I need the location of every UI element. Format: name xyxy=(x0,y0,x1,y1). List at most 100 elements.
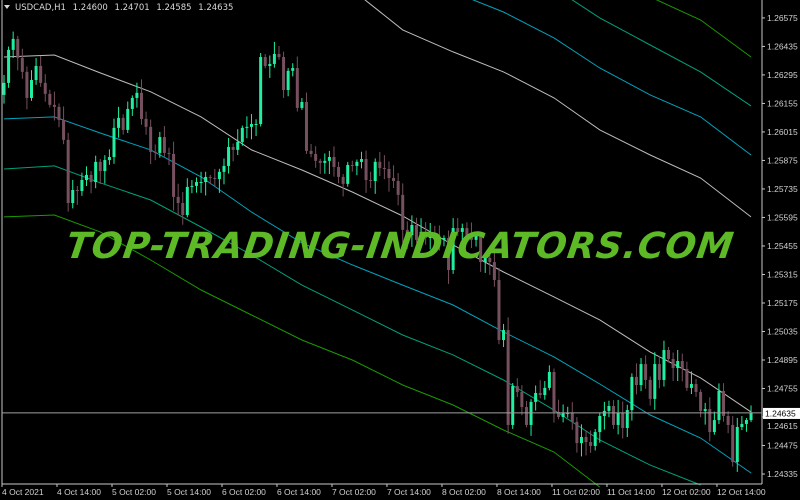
candle-body-bear xyxy=(378,161,382,168)
candle xyxy=(208,174,212,185)
candle-body-bull xyxy=(259,57,263,125)
candle xyxy=(295,56,299,112)
candle-body-bull xyxy=(245,126,249,128)
candle xyxy=(240,125,244,146)
candle-body-bull xyxy=(2,82,6,95)
candle xyxy=(616,399,620,435)
candle xyxy=(121,114,125,135)
candle xyxy=(557,399,561,420)
candle-body-bear xyxy=(52,104,56,107)
candle-body-bull xyxy=(547,372,551,388)
candle xyxy=(469,222,473,249)
candle xyxy=(332,146,336,177)
candle xyxy=(304,92,308,154)
candle-body-bear xyxy=(552,372,556,412)
candle xyxy=(547,365,551,391)
candle xyxy=(259,52,263,127)
candle xyxy=(396,173,400,206)
candle-body-bear xyxy=(506,330,510,425)
candle xyxy=(570,402,574,430)
candle-body-bear xyxy=(671,358,675,368)
candle-body-bull xyxy=(240,127,244,142)
candle xyxy=(112,118,116,164)
candle-body-bull xyxy=(249,124,253,127)
candle-body-bear xyxy=(456,228,460,232)
candle-body-bull xyxy=(80,179,84,191)
candle-body-bear xyxy=(694,384,698,392)
candle-body-bear xyxy=(634,376,638,386)
high-value: 1.24701 xyxy=(114,3,150,13)
candle xyxy=(428,222,432,250)
candle-body-bear xyxy=(621,412,625,429)
candle xyxy=(20,48,24,79)
candle-body-bear xyxy=(20,57,24,72)
candle xyxy=(648,376,652,406)
candle xyxy=(263,54,267,69)
candle xyxy=(722,383,726,422)
candle-body-bear xyxy=(144,118,148,127)
candle xyxy=(621,401,625,439)
candle-body-bear xyxy=(62,119,66,140)
candle xyxy=(277,46,281,60)
candle xyxy=(685,361,689,391)
candle-body-bull xyxy=(740,423,744,427)
candle-body-bear xyxy=(98,161,102,172)
candle-body-bull xyxy=(117,117,121,128)
candle-body-bear xyxy=(176,196,180,204)
candle-body-bear xyxy=(139,92,143,119)
dropdown-triangle-icon[interactable] xyxy=(4,5,10,9)
candle xyxy=(735,417,739,472)
candle-body-bull xyxy=(502,330,506,341)
candle xyxy=(245,116,249,139)
candle xyxy=(460,223,464,241)
y-tick-label: 1.26015 xyxy=(767,127,798,137)
candle xyxy=(204,171,208,196)
candle-body-bull xyxy=(561,412,565,418)
candle-body-bear xyxy=(401,194,405,230)
candle xyxy=(144,111,148,135)
candle-body-bear xyxy=(314,153,318,161)
candle xyxy=(80,172,84,196)
candle xyxy=(272,41,276,68)
candle xyxy=(538,380,542,399)
candle-body-bear xyxy=(16,38,20,58)
candle xyxy=(236,129,240,156)
candle xyxy=(327,150,331,175)
x-tick-label: 5 Oct 02:00 xyxy=(112,487,156,497)
candle xyxy=(712,411,716,435)
y-tick-label: 1.25175 xyxy=(767,298,798,308)
candle-body-bear xyxy=(43,82,47,94)
candle-body-bull xyxy=(593,432,597,446)
candle xyxy=(16,35,20,71)
candle xyxy=(708,397,712,442)
candle-body-bear xyxy=(153,151,157,153)
candle xyxy=(424,222,428,245)
symbol-label: USDCAD,H1 xyxy=(15,3,66,13)
candle-body-bear xyxy=(167,152,171,154)
candle xyxy=(483,253,487,273)
candle xyxy=(474,233,478,247)
candle xyxy=(387,161,391,192)
candle-body-bear xyxy=(162,137,166,153)
candle-body-bull xyxy=(717,390,721,421)
candle-body-bear xyxy=(479,235,483,263)
candle xyxy=(286,68,290,97)
y-tick-label: 1.26435 xyxy=(767,41,798,51)
candle-body-bull xyxy=(84,174,88,180)
candle-body-bear xyxy=(685,368,689,388)
candle xyxy=(359,151,363,169)
candle xyxy=(726,411,730,434)
candle xyxy=(524,401,528,428)
candle-body-bear xyxy=(309,150,313,154)
candle xyxy=(185,178,189,218)
candle-body-bull xyxy=(749,412,753,421)
candle xyxy=(689,371,693,395)
candle-body-bear xyxy=(405,229,409,235)
candle xyxy=(2,74,6,104)
candle xyxy=(502,323,506,348)
band-line-teal xyxy=(3,165,701,486)
candle xyxy=(740,416,744,431)
candle xyxy=(34,57,38,85)
